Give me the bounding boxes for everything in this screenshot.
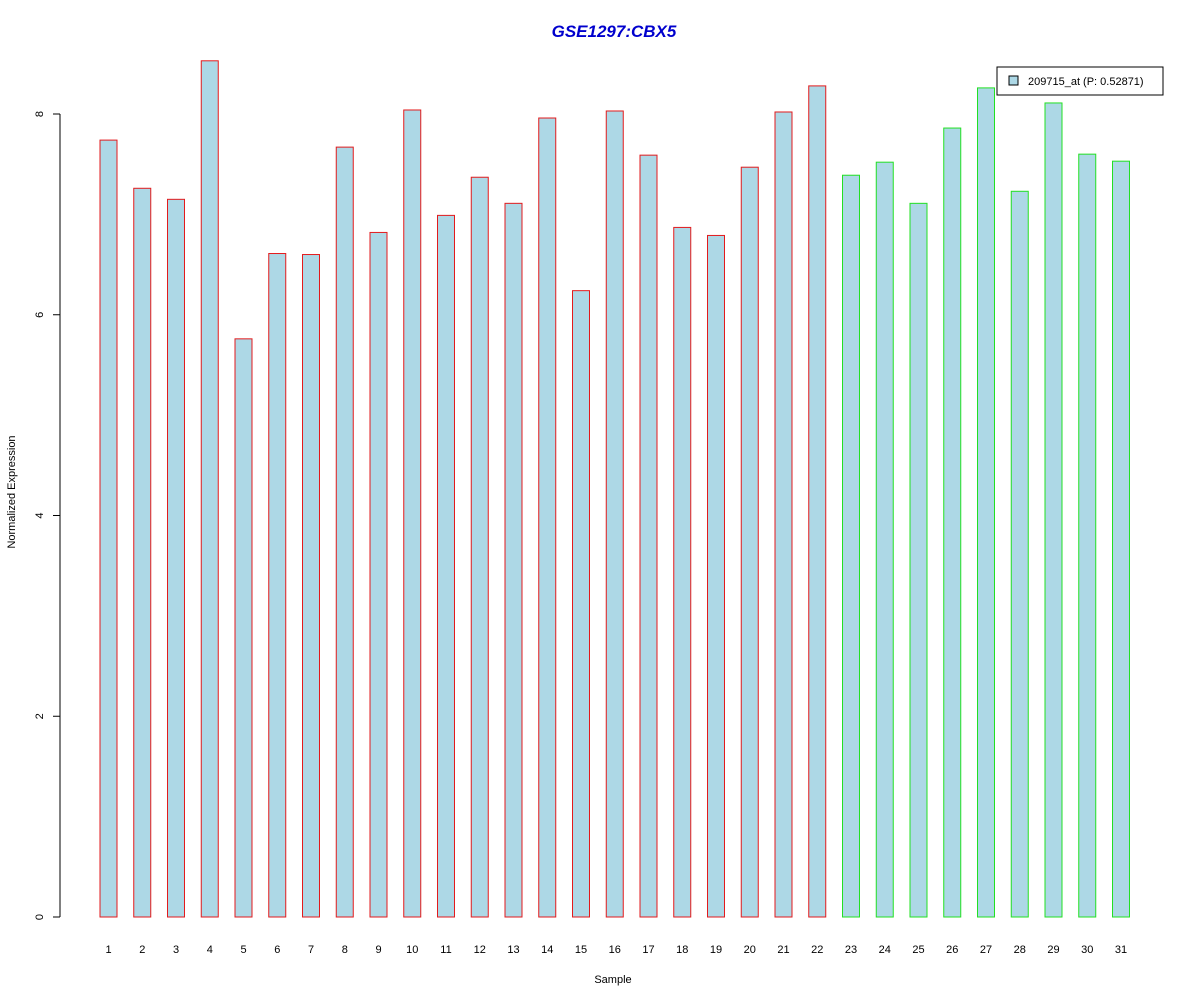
bar	[1044, 102, 1063, 918]
x-tick-label: 5	[240, 944, 246, 956]
bar	[167, 198, 185, 918]
x-tick-label: 24	[879, 944, 891, 956]
bar	[369, 231, 388, 918]
bar	[875, 161, 894, 918]
bar	[99, 139, 118, 918]
legend-box	[996, 66, 1164, 96]
y-tick-label: 2	[34, 713, 46, 719]
x-tick-label: 31	[1115, 944, 1127, 956]
x-tick-label: 27	[980, 944, 992, 956]
x-tick-label: 30	[1081, 944, 1093, 956]
x-tick-label: 17	[642, 944, 654, 956]
x-tick-label: 23	[845, 944, 857, 956]
bar	[268, 253, 287, 918]
x-tick-label: 18	[676, 944, 688, 956]
y-tick-label: 4	[34, 512, 46, 518]
x-tick-label: 29	[1047, 944, 1059, 956]
x-tick-label: 22	[811, 944, 823, 956]
x-tick-label: 19	[710, 944, 722, 956]
bar	[403, 109, 422, 918]
x-tick-label: 1	[105, 944, 111, 956]
bar	[707, 234, 725, 918]
bar	[302, 254, 320, 918]
bar	[200, 60, 219, 918]
bar	[808, 85, 827, 918]
legend: 209715_at (P: 0.52871)	[996, 66, 1164, 96]
x-tick-label: 9	[375, 944, 381, 956]
bar	[504, 202, 523, 918]
x-tick-label: 16	[609, 944, 621, 956]
x-tick-label: 11	[440, 944, 451, 956]
bar	[1010, 190, 1029, 918]
y-tick-label: 6	[34, 312, 46, 318]
x-tick-label: 4	[207, 944, 213, 956]
bar	[909, 202, 928, 918]
x-tick-label: 13	[507, 944, 519, 956]
x-tick-label: 2	[139, 944, 145, 956]
x-tick-label: 8	[342, 944, 348, 956]
x-tick-label: 20	[744, 944, 756, 956]
x-tick-label: 3	[173, 944, 179, 956]
bar	[133, 187, 152, 918]
bars	[99, 60, 1130, 918]
legend-label: 209715_at (P: 0.52871)	[1028, 76, 1144, 88]
bar	[943, 127, 962, 918]
x-tick-labels: 1 2 3 4 5 6 7 8 9 10 11 12 13 14 15 16 17 18 19 20 21 22 23 24 2…	[105, 944, 1127, 956]
bar	[470, 176, 489, 918]
bar	[605, 110, 624, 918]
bar	[1112, 160, 1130, 918]
y-axis: 0 2 4 6 8	[34, 111, 61, 920]
x-tick-label: 15	[575, 944, 587, 956]
x-tick-label: 10	[406, 944, 418, 956]
x-tick-label: 28	[1014, 944, 1026, 956]
x-tick-label: 12	[474, 944, 486, 956]
bar	[977, 87, 995, 918]
x-tick-label: 26	[946, 944, 958, 956]
bar	[673, 226, 692, 918]
y-tick-label: 8	[34, 111, 46, 117]
bar	[437, 214, 455, 918]
legend-swatch	[1008, 75, 1019, 86]
bar	[335, 146, 354, 918]
x-tick-label: 7	[308, 944, 314, 956]
x-axis-label: Sample	[594, 974, 631, 986]
bar	[1078, 153, 1097, 918]
chart-title: GSE1297:CBX5	[552, 22, 677, 41]
bar	[538, 117, 557, 918]
bar	[639, 154, 658, 918]
x-tick-label: 14	[541, 944, 553, 956]
x-tick-label: 25	[912, 944, 924, 956]
bar	[842, 174, 860, 918]
bar	[774, 111, 793, 918]
y-axis-label: Normalized Expression	[6, 435, 18, 548]
x-tick-label: 21	[777, 944, 789, 956]
x-tick-label: 6	[274, 944, 280, 956]
bar	[572, 290, 590, 918]
bar	[234, 338, 253, 918]
bar	[740, 166, 759, 918]
y-tick-label: 0	[34, 914, 46, 920]
